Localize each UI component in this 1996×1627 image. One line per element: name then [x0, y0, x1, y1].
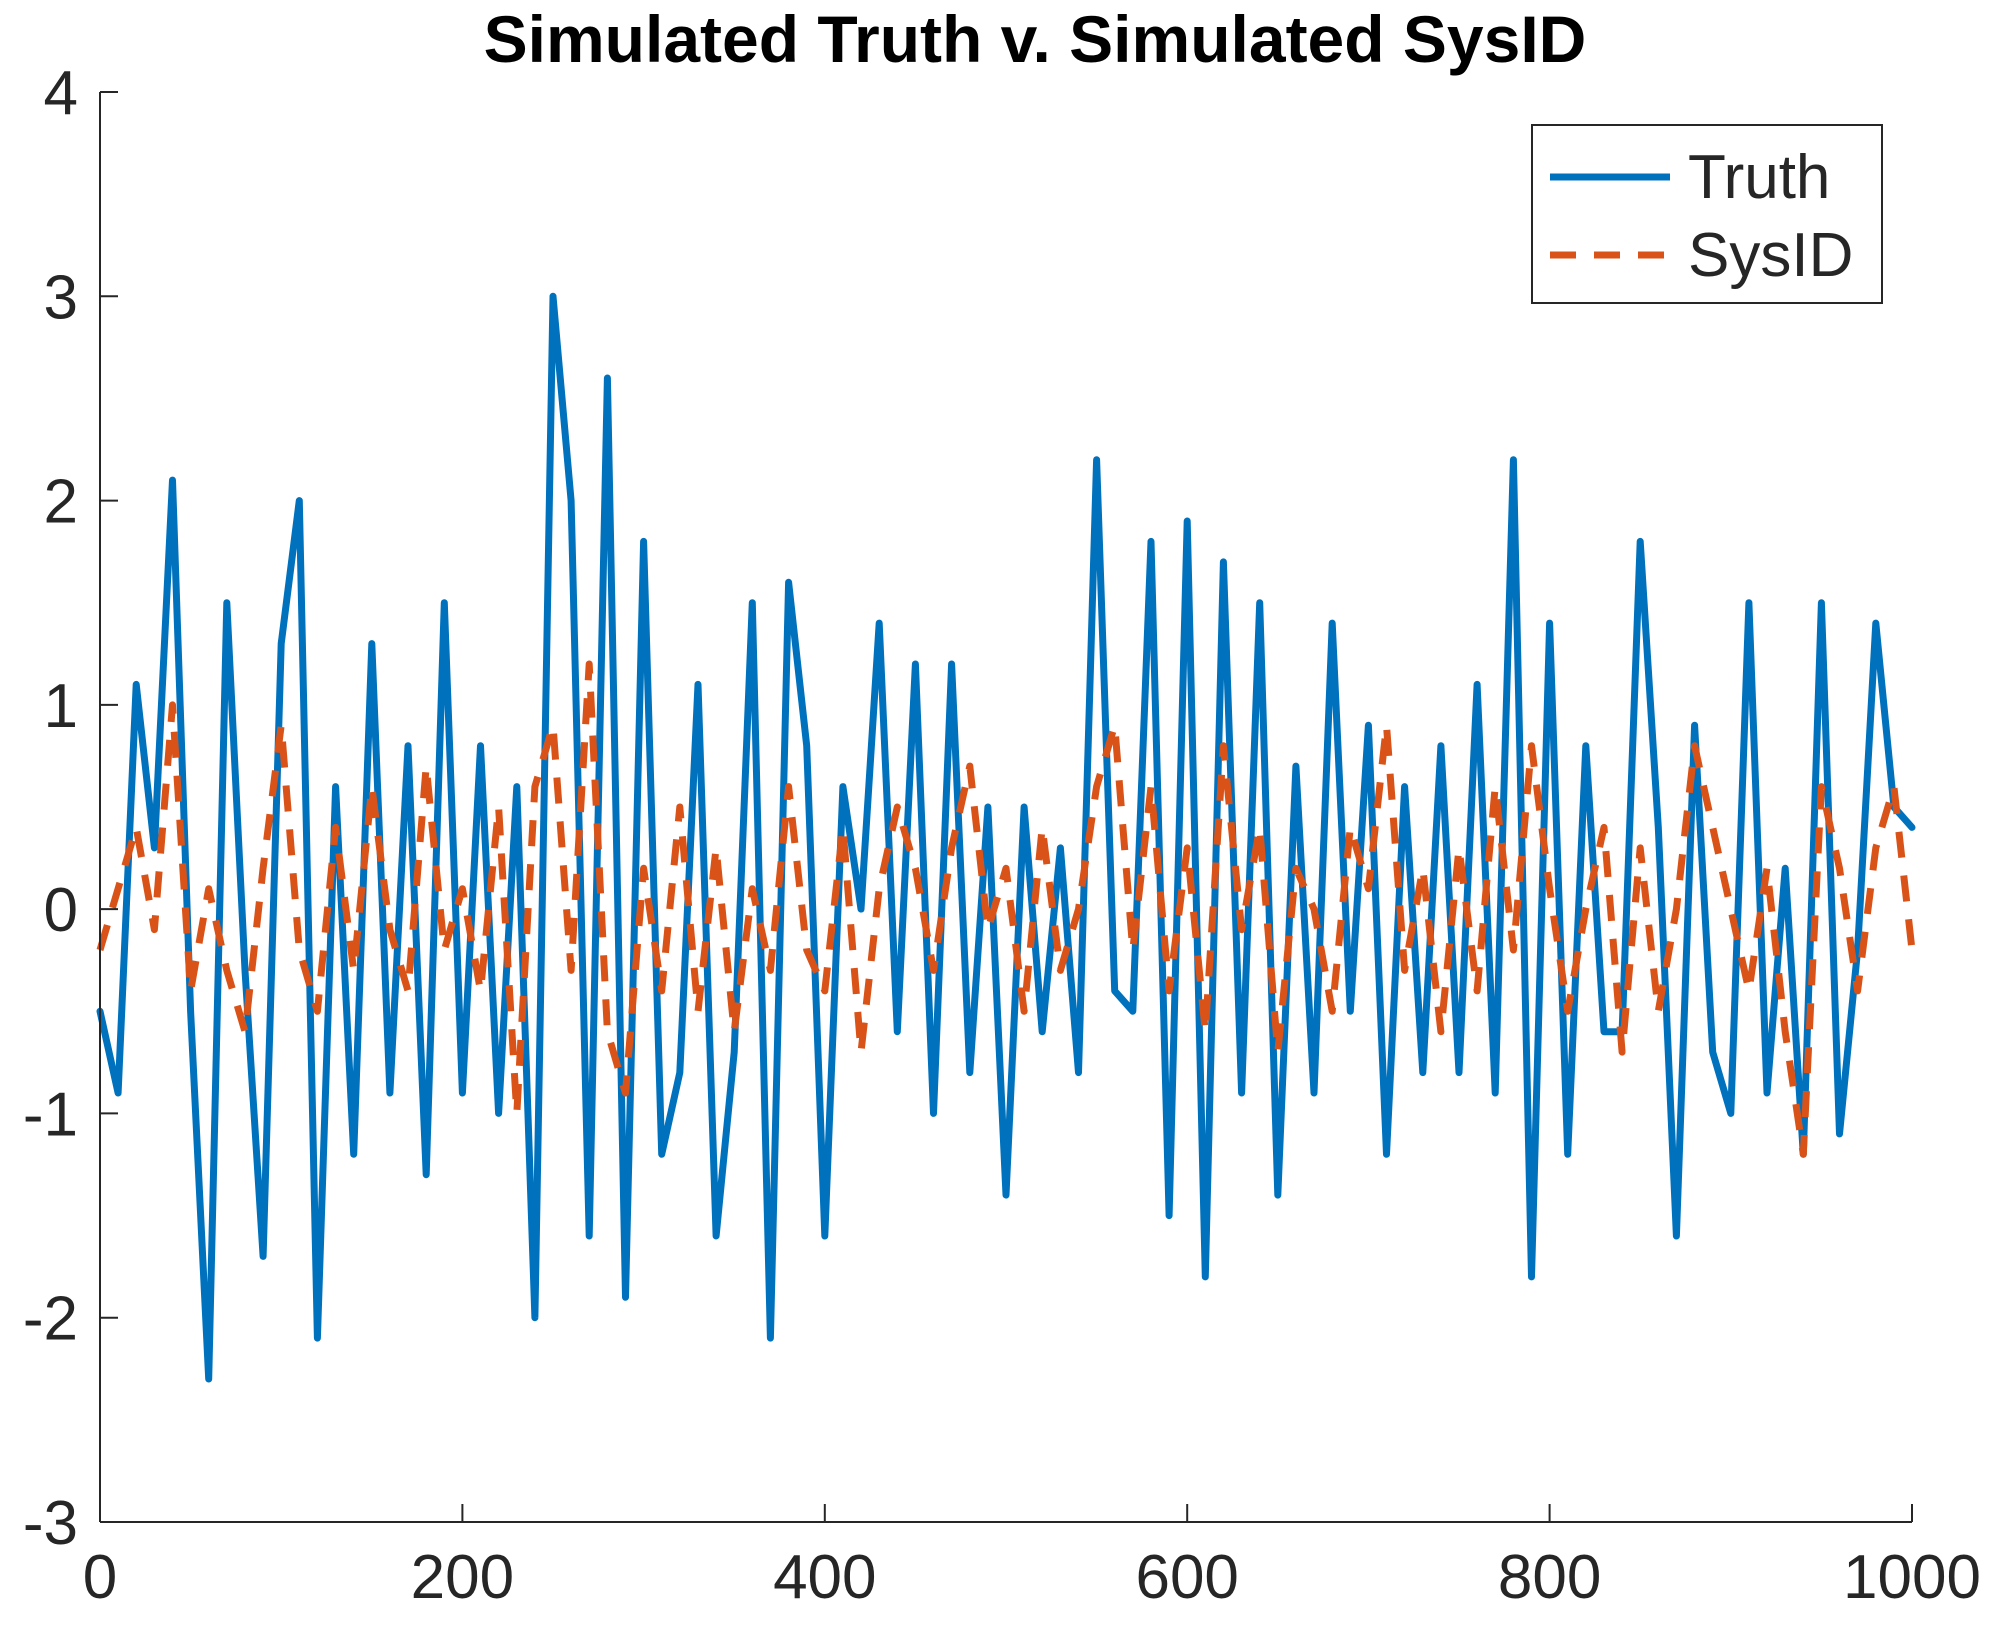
y-tick-label: 2 [44, 468, 78, 537]
series-line-sysid [96, 660, 1916, 1158]
x-tick-label: 400 [773, 1543, 876, 1612]
legend-label-sysid: SysID [1688, 221, 1853, 290]
x-tick-label: 1000 [1843, 1543, 1981, 1612]
x-tick-label: 0 [83, 1543, 117, 1612]
y-tick-label: 4 [44, 59, 78, 128]
series-line-truth [96, 292, 1916, 1383]
x-tick-label: 600 [1135, 1543, 1238, 1612]
legend: Truth SysID [1531, 124, 1883, 304]
legend-label-truth: Truth [1688, 143, 1830, 212]
chart-title: Simulated Truth v. Simulated SysID [484, 2, 1587, 76]
plot-area [96, 292, 1916, 1383]
y-tick-label: -2 [23, 1285, 78, 1354]
y-tick-label: 1 [44, 672, 78, 741]
x-tick-label: 800 [1498, 1543, 1601, 1612]
y-tick-label: -3 [23, 1489, 78, 1558]
y-tick-label: 0 [44, 876, 78, 945]
y-tick-label: -1 [23, 1080, 78, 1149]
y-tick-label: 3 [44, 263, 78, 332]
x-tick-label: 200 [411, 1543, 514, 1612]
axes: 0 200 400 600 800 1000 -3 -2 -1 0 1 2 3 4 [23, 59, 1981, 1612]
legend-box [1531, 124, 1883, 304]
